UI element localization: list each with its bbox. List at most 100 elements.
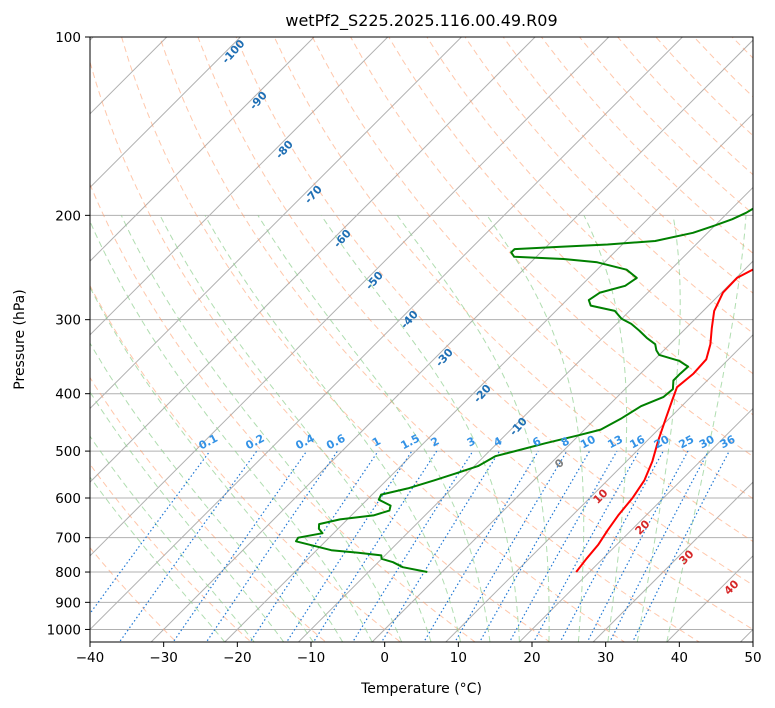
- moist-adiabat-label: 30: [677, 547, 697, 567]
- reference-lines: [90, 37, 753, 642]
- temperature-profile-line: [575, 268, 753, 573]
- mixing-ratio-label: 20: [652, 433, 672, 452]
- moist-adiabat: [90, 220, 373, 642]
- y-axis: 100 200 300 400 500 600 700 800 900 1000: [47, 30, 90, 638]
- dry-adiabat: [121, 37, 626, 642]
- isotherm-line: [90, 37, 536, 483]
- x-tick-label: 40: [671, 650, 688, 666]
- y-tick-label: 900: [55, 595, 81, 611]
- isotherm-label: -80: [273, 138, 296, 162]
- dry-adiabat: [311, 37, 753, 500]
- dry-adiabat: [350, 37, 753, 458]
- mixing-ratio-line: [90, 450, 211, 615]
- dry-adiabat: [273, 37, 753, 543]
- dry-adiabat: [655, 37, 753, 137]
- mixing-ratio-label: 3: [465, 434, 478, 449]
- x-tick-label: 10: [450, 650, 467, 666]
- isotherm-line: [90, 37, 610, 557]
- dry-adiabat: [464, 37, 753, 334]
- x-tick-label: −30: [149, 650, 178, 666]
- moist-adiabat: [90, 342, 314, 642]
- x-tick-label: 30: [597, 650, 614, 666]
- y-tick-label: 500: [55, 444, 81, 460]
- x-tick-label: 0: [380, 650, 389, 666]
- isotherm-label: -70: [302, 183, 325, 207]
- mixing-ratio-line: [454, 450, 568, 642]
- mixing-ratio-line: [423, 450, 539, 642]
- isotherm-line: [90, 37, 389, 336]
- mixing-ratio-label: 10: [578, 433, 598, 452]
- mixing-ratio-label: 1: [370, 434, 383, 449]
- moist-adiabat: [636, 215, 681, 642]
- mixing-ratio-label: 25: [677, 433, 697, 452]
- moist-adiabat-label: 10: [591, 486, 611, 506]
- mixing-ratio-label: 30: [697, 433, 717, 452]
- isotherm-label: -100: [219, 37, 247, 66]
- dewpoint-profile-line: [295, 207, 753, 573]
- mixing-ratio-label: 2: [429, 434, 442, 449]
- moist-adiabat: [486, 215, 585, 642]
- isotherm-line: [297, 186, 753, 642]
- dry-adiabat: [90, 546, 178, 642]
- y-axis-label: Pressure (hPa): [12, 289, 28, 389]
- moist-adiabat: [90, 286, 344, 642]
- dry-adiabat: [731, 37, 753, 59]
- mixing-ratio-line: [118, 450, 258, 642]
- isotherm-line: [90, 37, 242, 189]
- isotherm-label: -30: [433, 346, 456, 370]
- mixing-ratio-label: 0.4: [293, 432, 317, 453]
- chart-title: wetPf2_S225.2025.116.00.49.R09: [285, 11, 557, 31]
- y-tick-label: 700: [55, 531, 81, 547]
- isotherm-line: [518, 407, 753, 642]
- y-tick-label: 1000: [47, 622, 81, 638]
- plot-frame: [89, 36, 754, 643]
- y-tick-label: 600: [55, 491, 81, 507]
- moist-adiabat: [396, 215, 550, 642]
- mixing-ratio-line: [609, 450, 710, 642]
- mixing-ratio-line: [285, 450, 413, 642]
- x-tick-label: 20: [523, 650, 540, 666]
- x-axis: −40 −30 −20 −10 0 10 20 30 40 50: [76, 642, 762, 666]
- isotherm-label: -20: [471, 382, 494, 406]
- isotherm-line: [90, 37, 684, 631]
- reference-labels: 0.1 0.2 0.4 0.6 1 1.5 2 3 4 6 8 10 13 16 20 25 30 36-100-…: [197, 37, 742, 598]
- dry-adiabat: [159, 37, 701, 642]
- isotherm-line: [90, 37, 315, 262]
- mixing-ratio-line: [312, 450, 438, 642]
- mixing-ratio-line: [479, 450, 591, 642]
- isotherm-line: [90, 37, 463, 410]
- dry-adiabat: [90, 376, 327, 642]
- y-tick-label: 300: [55, 313, 81, 329]
- mixing-ratio-line: [205, 450, 338, 642]
- x-axis-label: Temperature (°C): [360, 681, 482, 697]
- moist-adiabat-label: 0: [552, 456, 567, 471]
- mixing-ratio-label: 1.5: [399, 432, 422, 453]
- dry-adiabat: [197, 37, 753, 630]
- moist-adiabat: [90, 476, 226, 642]
- moist-adiabat: [666, 215, 747, 642]
- isotherm-label: -50: [363, 269, 386, 293]
- gridlines: [90, 37, 753, 642]
- isotherm-line: [90, 37, 168, 115]
- moist-adiabat: [320, 215, 520, 642]
- isotherm-line: [150, 39, 753, 642]
- isotherm-label: -90: [247, 89, 270, 113]
- mixing-ratio-label: 36: [718, 432, 738, 451]
- dry-adiabat: [502, 37, 753, 294]
- dry-adiabat: [90, 463, 252, 642]
- isotherm-line: [445, 334, 753, 642]
- mixing-ratio-line: [586, 450, 689, 642]
- mixing-ratio-line: [249, 450, 379, 642]
- mixing-ratio-label: 0.1: [197, 432, 220, 453]
- dry-adiabat: [90, 182, 476, 642]
- dry-adiabat: [235, 37, 753, 586]
- mixing-ratio-line: [352, 450, 474, 642]
- moist-adiabat-label: 20: [633, 517, 653, 537]
- moist-adiabat: [159, 215, 432, 642]
- x-tick-label: −10: [297, 650, 326, 666]
- mixing-ratio-line: [559, 450, 664, 642]
- isotherm-label: -10: [507, 415, 530, 439]
- mixing-ratio-line: [631, 450, 730, 642]
- y-tick-label: 400: [55, 387, 81, 403]
- moist-adiabat-label: 40: [722, 577, 742, 597]
